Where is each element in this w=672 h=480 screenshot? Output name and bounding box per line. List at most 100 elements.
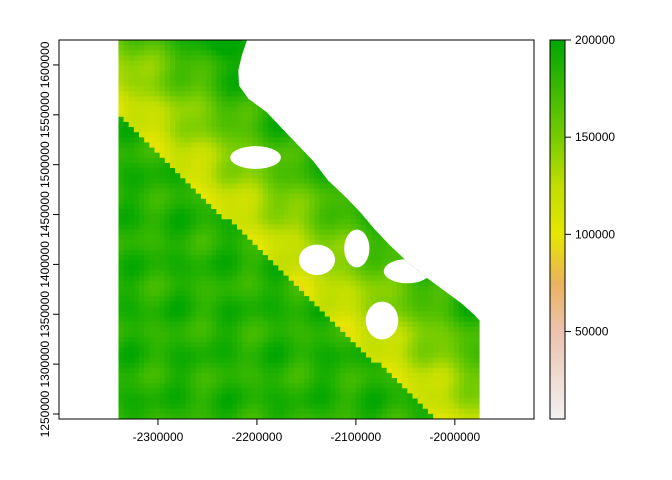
- raster-cell: [169, 275, 176, 282]
- raster-cell: [164, 91, 171, 97]
- raster-cell: [247, 65, 254, 72]
- raster-cell: [319, 398, 326, 405]
- raster-cell: [190, 270, 197, 277]
- raster-cell: [345, 45, 352, 51]
- raster-cell: [175, 255, 181, 261]
- raster-cell: [185, 80, 192, 87]
- raster-cell: [190, 132, 197, 138]
- raster-cell: [453, 311, 460, 318]
- raster-cell: [458, 342, 465, 348]
- raster-cell: [412, 388, 419, 394]
- raster-cell: [386, 367, 393, 374]
- raster-cell: [175, 347, 181, 354]
- raster-cell: [185, 280, 192, 287]
- raster-cell: [200, 162, 207, 169]
- raster-cell: [371, 132, 377, 138]
- raster-cell: [402, 173, 408, 179]
- raster-cell: [335, 162, 341, 169]
- raster-cell: [252, 413, 259, 419]
- raster-cell: [304, 393, 310, 400]
- raster-cell: [298, 203, 305, 210]
- raster-cell: [283, 337, 290, 343]
- raster-cell: [159, 121, 166, 128]
- raster-cell: [293, 152, 300, 159]
- raster-cell: [190, 398, 197, 405]
- raster-cell: [371, 162, 377, 169]
- raster-cell: [427, 337, 434, 343]
- raster-cell: [304, 367, 310, 374]
- raster-cell: [366, 296, 372, 302]
- raster-cell: [180, 106, 187, 113]
- raster-cell: [154, 311, 161, 318]
- raster-cell: [154, 316, 161, 323]
- raster-cell: [309, 168, 316, 174]
- raster-cell: [458, 239, 465, 246]
- raster-cell: [345, 285, 352, 292]
- raster-cell: [237, 270, 243, 277]
- raster-cell: [180, 147, 187, 154]
- raster-cell: [149, 413, 156, 419]
- raster-cell: [391, 388, 398, 394]
- raster-cell: [252, 127, 259, 133]
- raster-cell: [247, 214, 254, 220]
- raster-cell: [278, 116, 285, 123]
- raster-cell: [293, 137, 300, 144]
- raster-cell: [453, 214, 460, 220]
- raster-cell: [164, 60, 171, 67]
- raster-cell: [237, 116, 243, 123]
- raster-cell: [149, 357, 156, 364]
- raster-cell: [159, 178, 166, 184]
- raster-cell: [433, 321, 439, 328]
- raster-cell: [226, 224, 233, 231]
- raster-cell: [175, 142, 181, 149]
- raster-cell: [252, 398, 259, 405]
- raster-cell: [355, 372, 362, 379]
- raster-cell: [237, 111, 243, 118]
- raster-cell: [391, 214, 398, 220]
- raster-cell: [391, 173, 398, 179]
- raster-cell: [417, 285, 424, 292]
- raster-cell: [139, 142, 145, 149]
- raster-cell: [309, 127, 316, 133]
- raster-cell: [319, 121, 326, 128]
- raster-cell: [417, 55, 424, 62]
- raster-cell: [175, 219, 181, 225]
- raster-cell: [345, 265, 352, 272]
- raster-cell: [169, 168, 176, 174]
- raster-cell: [329, 55, 336, 62]
- raster-cell: [221, 70, 228, 77]
- raster-cell: [206, 413, 212, 419]
- raster-cell: [154, 157, 161, 164]
- raster-cell: [422, 55, 429, 62]
- raster-cell: [216, 91, 223, 97]
- raster-cell: [164, 321, 171, 328]
- raster-cell: [206, 40, 212, 46]
- raster-cell: [216, 321, 223, 328]
- raster-cell: [242, 127, 248, 133]
- raster-cell: [397, 290, 403, 297]
- raster-cell: [402, 86, 408, 92]
- raster-cell: [144, 101, 150, 108]
- raster-cell: [391, 398, 398, 405]
- raster-cell: [319, 173, 326, 179]
- raster-cell: [443, 96, 450, 103]
- raster-cell: [257, 219, 264, 225]
- raster-cell: [448, 408, 455, 415]
- raster-cell: [448, 162, 455, 169]
- raster-cell: [139, 162, 145, 169]
- raster-cell: [360, 383, 367, 389]
- raster-cell: [211, 255, 218, 261]
- raster-cell: [407, 347, 414, 354]
- raster-cell: [159, 162, 166, 169]
- raster-cell: [190, 188, 197, 195]
- raster-cell: [247, 255, 254, 261]
- raster-cell: [190, 362, 197, 369]
- raster-cell: [211, 357, 218, 364]
- raster-cell: [360, 203, 367, 210]
- raster-cell: [453, 50, 460, 56]
- raster-cell: [149, 60, 156, 67]
- raster-cell: [262, 316, 269, 323]
- raster-cell: [335, 70, 341, 77]
- raster-cell: [417, 121, 424, 128]
- raster-cell: [381, 142, 388, 149]
